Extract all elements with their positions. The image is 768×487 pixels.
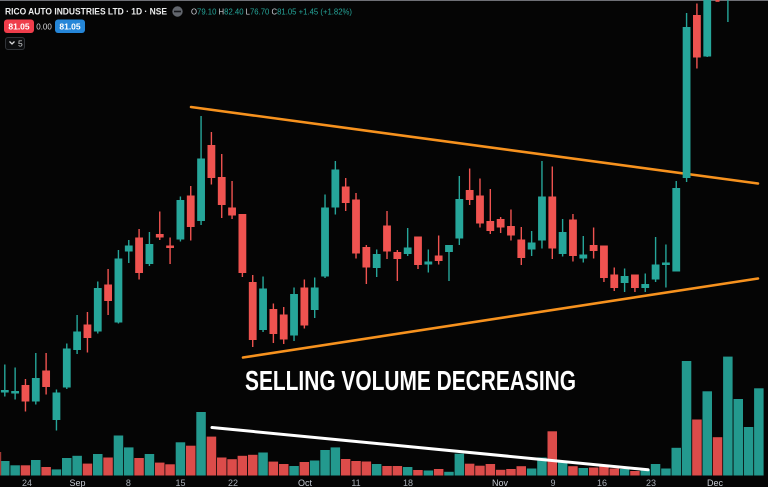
svg-text:5: 5 — [18, 39, 23, 49]
svg-text:22: 22 — [228, 478, 238, 487]
svg-text:23: 23 — [646, 478, 656, 487]
svg-text:Dec: Dec — [707, 478, 724, 487]
svg-text:15: 15 — [175, 478, 185, 487]
svg-text:81.05: 81.05 — [8, 21, 30, 31]
svg-text:81.05: 81.05 — [59, 21, 81, 31]
svg-text:16: 16 — [597, 478, 607, 487]
svg-text:Sep: Sep — [69, 478, 85, 487]
svg-text:0.00: 0.00 — [36, 22, 52, 31]
svg-text:18: 18 — [403, 478, 413, 487]
svg-text:O79.10 H82.40 L76.70 C81.05 +1: O79.10 H82.40 L76.70 C81.05 +1.45 (+1.82… — [191, 6, 352, 16]
svg-text:RICO AUTO INDUSTRIES LTD · 1D: RICO AUTO INDUSTRIES LTD · 1D · NSE — [5, 6, 167, 16]
svg-text:11: 11 — [351, 478, 360, 487]
svg-text:Oct: Oct — [298, 478, 313, 487]
svg-text:9: 9 — [550, 478, 555, 487]
svg-text:Nov: Nov — [492, 478, 509, 487]
svg-text:24: 24 — [22, 478, 32, 487]
svg-text:SELLING VOLUME DECREASING: SELLING VOLUME DECREASING — [245, 365, 576, 396]
svg-text:8: 8 — [126, 478, 131, 487]
